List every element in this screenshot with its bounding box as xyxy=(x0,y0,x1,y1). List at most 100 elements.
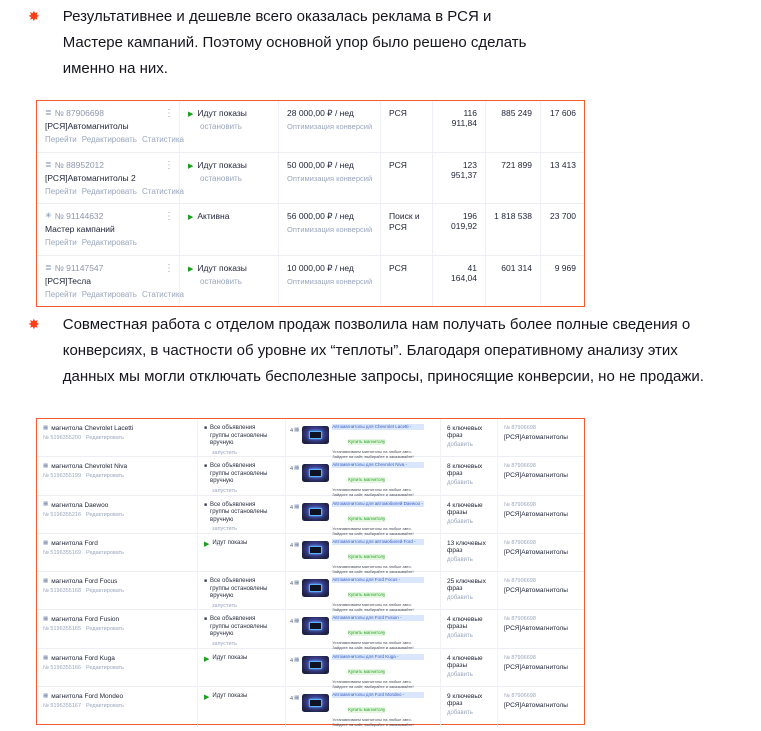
campaign-link[interactable]: Редактировать xyxy=(81,186,137,196)
add-keywords-link[interactable]: добавить xyxy=(447,556,473,563)
group-id: № 5196355199 xyxy=(43,473,82,480)
campaign-link[interactable]: Статистика xyxy=(141,135,184,144)
parent-campaign-id: № 87906698 xyxy=(504,616,536,623)
campaign-row: ≣ № 88952012 ⋮ [РСЯ]Автомагнитолы 2 Перейти Р… xyxy=(37,152,584,204)
keywords-count: 6 ключевых фраз xyxy=(447,425,483,439)
status-text: Все объявления группы остановлены вручну… xyxy=(210,578,268,600)
kebab-menu-icon[interactable]: ⋮ xyxy=(164,108,174,119)
stop-campaign-link[interactable]: остановить xyxy=(200,122,242,131)
group-keywords-cell: 4 ключевые фразы добавить xyxy=(441,495,498,536)
ad-group-row: ▦ магнитола Chevrolet Niva № 5196355199 Ред… xyxy=(37,457,584,498)
status-row: ▶ Идут показы xyxy=(188,108,270,118)
campaign-link[interactable]: Редактировать xyxy=(81,289,137,299)
edit-group-link[interactable]: Редактировать xyxy=(86,511,125,518)
add-keywords-link[interactable]: добавить xyxy=(447,633,473,640)
group-type-icon: ▦ xyxy=(43,577,49,584)
start-group-link[interactable]: запустить xyxy=(212,602,237,609)
campaign-link[interactable]: Перейти xyxy=(45,186,77,196)
campaign-link[interactable]: Перейти xyxy=(45,289,77,299)
group-info-cell: ▦ магнитола Chevrolet Lacetti № 5196355200… xyxy=(37,419,198,459)
group-id: № 5196355165 xyxy=(43,626,82,633)
keywords-count: 8 ключевых фраз xyxy=(447,463,483,478)
group-ads-cell: 4 ▦ Автомагнитолы для Chevrolet Niva - Купи… xyxy=(286,457,441,498)
edit-group-link[interactable]: Редактировать xyxy=(86,588,125,595)
keywords-count: 25 ключевых фраз xyxy=(447,578,486,593)
ad-group-row: ▦ магнитола Ford Fusion № 5196355165 Редакт… xyxy=(37,610,584,651)
campaign-link[interactable]: Перейти xyxy=(45,135,77,144)
campaign-name: [РСЯ]Тесла xyxy=(45,275,91,286)
add-keywords-link[interactable]: добавить xyxy=(447,595,473,602)
group-info-cell: ▦ магнитола Ford Mondeo № 5196355167 Редакт… xyxy=(37,687,198,728)
add-keywords-link[interactable]: добавить xyxy=(447,710,473,717)
ad-description: Устанавливаем магнитолы на любые авто. З… xyxy=(332,678,414,689)
group-status-cell: ■ Все объявления группы остановлены вручн… xyxy=(198,572,286,613)
status-row: ■ Все объявления группы остановлены вручн… xyxy=(204,502,279,525)
campaign-link[interactable]: Перейти xyxy=(45,238,77,247)
edit-group-link[interactable]: Редактировать xyxy=(86,664,125,671)
start-group-link[interactable]: запустить xyxy=(212,449,237,456)
status-text: Идут показы xyxy=(212,693,248,700)
ads-count-badge: 4 ▦ xyxy=(290,657,299,664)
campaign-id: № 88952012 xyxy=(54,159,105,170)
status-row: ▶ Идут показы xyxy=(188,263,270,273)
group-meta-line: № 5196355200 Редактировать xyxy=(43,435,191,441)
note-text: Результативнее и дешевле всего оказалась… xyxy=(62,8,527,77)
status-row: ■ Все объявления группы остановлены вручн… xyxy=(204,578,279,601)
edit-group-link[interactable]: Редактировать xyxy=(86,435,125,441)
campaign-link[interactable]: Редактировать xyxy=(81,135,137,144)
start-group-link[interactable]: запустить xyxy=(212,487,237,494)
group-name: магнитола Ford Mondeo xyxy=(51,693,124,701)
ad-title: Автомагнитолы для автомобилей Ford - xyxy=(332,538,425,545)
image-icon: ▦ xyxy=(294,503,300,510)
start-group-link[interactable]: запустить xyxy=(212,526,237,533)
start-group-link[interactable]: запустить xyxy=(212,640,237,647)
add-keywords-link[interactable]: добавить xyxy=(447,671,473,678)
ads-count: 4 xyxy=(290,657,294,664)
kebab-menu-icon[interactable]: ⋮ xyxy=(164,159,174,171)
edit-group-link[interactable]: Редактировать xyxy=(86,703,125,710)
stop-campaign-link[interactable]: остановить xyxy=(200,173,242,183)
stop-campaign-link[interactable]: остановить xyxy=(200,276,242,286)
placement-value: РСЯ xyxy=(381,152,433,203)
group-type-icon: ▦ xyxy=(43,539,49,546)
campaign-type-icon: ≣ xyxy=(45,108,52,117)
campaign-link[interactable]: Статистика xyxy=(141,289,184,299)
clicks-value: 17 606 xyxy=(550,108,576,118)
kebab-menu-icon[interactable]: ⋮ xyxy=(164,262,174,274)
edit-group-link[interactable]: Редактировать xyxy=(86,626,125,633)
add-keywords-link[interactable]: добавить xyxy=(447,480,473,487)
ads-count: 4 xyxy=(290,504,294,511)
ad-display-link: Купить магнитолу xyxy=(348,477,386,484)
campaign-link[interactable]: Статистика xyxy=(141,186,184,196)
campaign-link[interactable]: Редактировать xyxy=(81,238,137,247)
campaign-id: № 87906698 xyxy=(54,108,105,118)
parent-campaign-name: [РСЯ]Автомагнитолы xyxy=(504,434,568,441)
budget-value: 56 000,00 ₽ / нед xyxy=(287,211,354,221)
status-text: Все объявления группы остановлены вручну… xyxy=(210,425,268,446)
group-name-line: ▦ магнитола Chevrolet Lacetti xyxy=(43,425,191,432)
add-keywords-link[interactable]: добавить xyxy=(447,442,473,448)
campaign-budget-cell: 10 000,00 ₽ / нед Оптимизация конверсий xyxy=(279,255,381,306)
edit-group-link[interactable]: Редактировать xyxy=(86,549,125,556)
group-keywords-cell: 25 ключевых фраз добавить xyxy=(441,572,498,613)
ad-title: Автомагнитолы для Chevrolet Niva - xyxy=(332,462,425,469)
ads-count-badge: 4 ▦ xyxy=(290,466,299,473)
group-ads-cell: 4 ▦ Автомагнитолы для Ford Focus - Купить м… xyxy=(286,572,441,613)
keywords-count: 4 ключевые фразы xyxy=(447,616,483,631)
ad-preview: Автомагнитолы для Ford Fusion - Купить ма… xyxy=(332,615,425,650)
ad-title: Автомагнитолы для Ford Fusion - xyxy=(332,615,425,622)
budget-value: 28 000,00 ₽ / нед xyxy=(287,108,354,118)
group-keywords-cell: 6 ключевых фраз добавить xyxy=(441,419,498,459)
add-keywords-link[interactable]: добавить xyxy=(447,518,473,525)
group-info-cell: ▦ магнитола Ford Kuga № 5196355166 Редактир… xyxy=(37,648,198,689)
play-icon: ▶ xyxy=(204,540,210,548)
parent-campaign-name: [РСЯ]Автомагнитолы xyxy=(504,702,568,710)
ad-thumbnail xyxy=(302,540,330,559)
ad-group-row: ▦ магнитола Chevrolet Lacetti № 5196355200… xyxy=(37,419,584,459)
edit-group-link[interactable]: Редактировать xyxy=(86,473,125,480)
status-text-col: Все объявления группы остановлены вручну… xyxy=(210,616,276,639)
kebab-menu-icon[interactable]: ⋮ xyxy=(164,211,174,222)
image-icon: ▦ xyxy=(294,695,300,702)
campaign-type-icon: ≣ xyxy=(45,262,52,272)
group-ads-cell: 4 ▦ Автомагнитолы для Chevrolet Lacetti - К… xyxy=(286,419,441,459)
